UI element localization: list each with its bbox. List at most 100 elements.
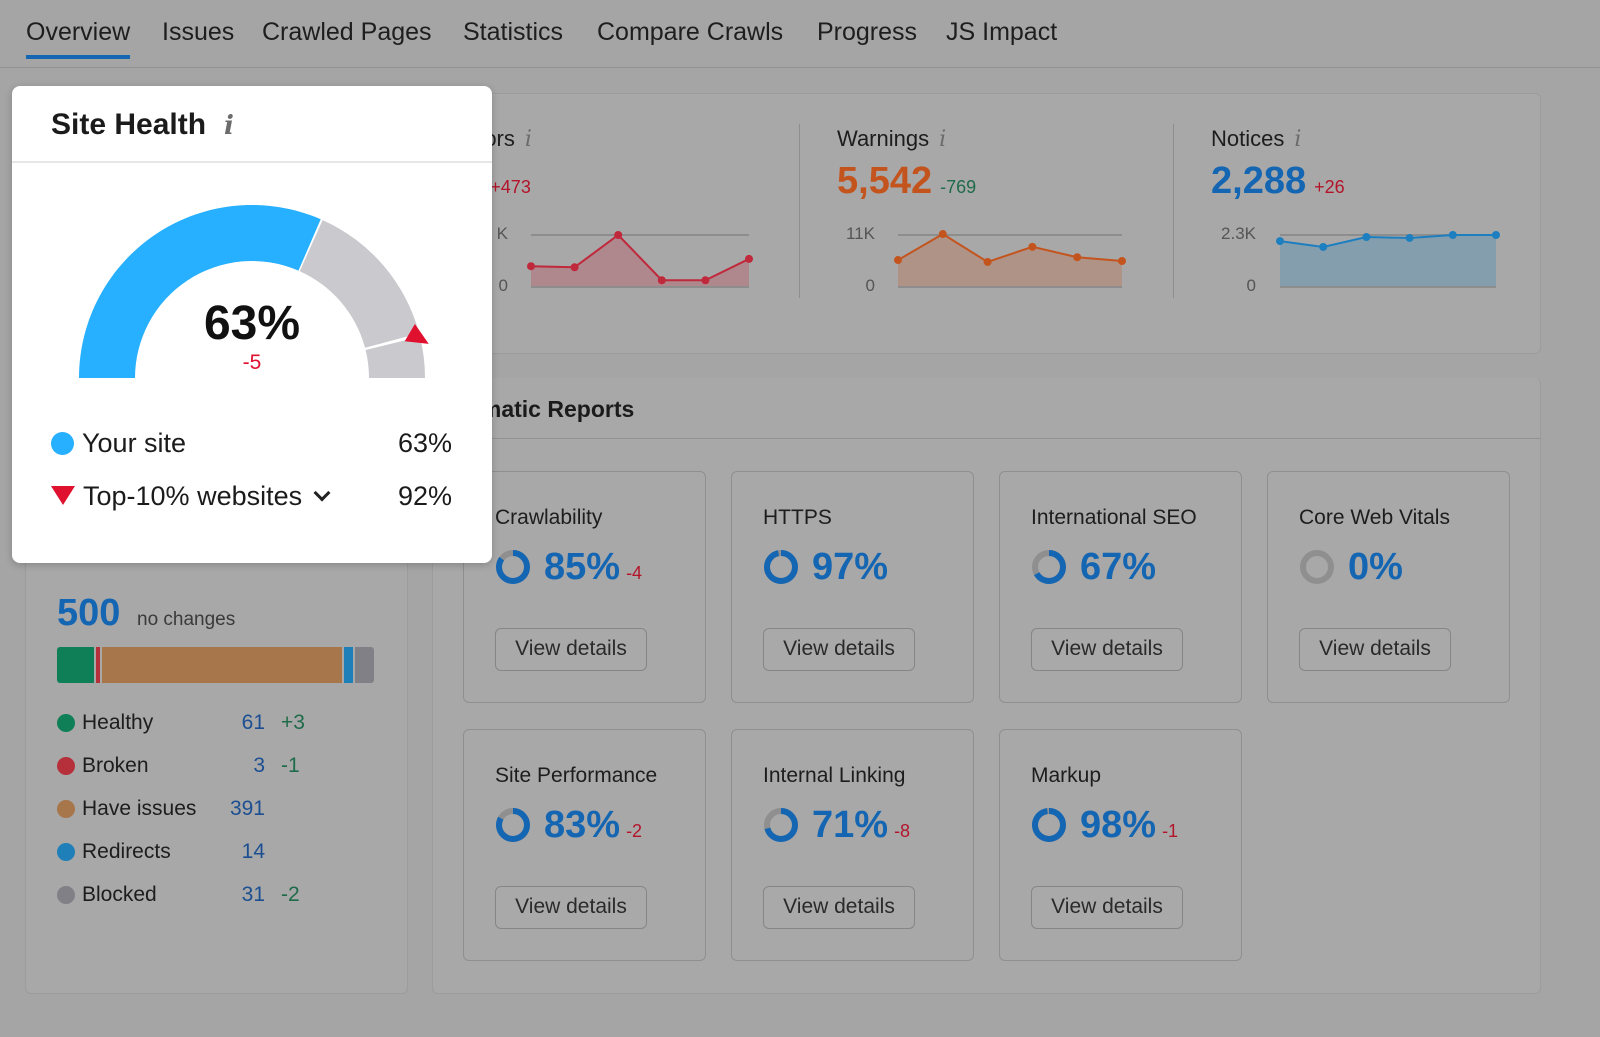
- report-score: 83% -2: [544, 804, 643, 846]
- legend-item[interactable]: Broken 3 -1: [57, 754, 300, 778]
- data-point: [1405, 233, 1414, 242]
- dot-icon: [57, 843, 75, 861]
- report-title[interactable]: HTTPS: [763, 506, 832, 529]
- gauge-rest-arc: [365, 336, 425, 378]
- report-title[interactable]: Internal Linking: [763, 764, 906, 787]
- warnings-sparkline: [894, 230, 1126, 288]
- tab-statistics[interactable]: Statistics: [463, 18, 564, 46]
- legend-item[interactable]: Have issues 391: [57, 797, 265, 821]
- report-score: 0%: [1348, 546, 1403, 588]
- top-websites-marker-icon: [404, 324, 429, 344]
- gauge-gap-arc: [299, 220, 420, 348]
- progress-ring-icon: [496, 550, 530, 584]
- report-score: 97%: [812, 546, 889, 588]
- dot-icon: [57, 757, 75, 775]
- report-card-https: HTTPS 97% View details: [731, 471, 974, 703]
- progress-ring-icon: [1032, 808, 1066, 842]
- chevron-down-icon: [313, 484, 331, 502]
- tab-issues[interactable]: Issues: [162, 18, 235, 46]
- tab-crawled-pages[interactable]: Crawled Pages: [262, 18, 432, 46]
- notices-value[interactable]: 2,288 +26: [1211, 160, 1345, 202]
- site-health-popup: Site Health i 63% -5 Your site 63% Top-10…: [12, 86, 492, 563]
- notices-axis-bottom: 0: [1246, 276, 1256, 295]
- data-point: [1028, 242, 1037, 251]
- report-card-markup: Markup 98% -1 View details: [999, 729, 1242, 961]
- tab-bar: Overview Issues Crawled Pages Statistics Com…: [0, 0, 1600, 68]
- report-title[interactable]: International SEO: [1031, 506, 1197, 529]
- report-card-international-seo: International SEO 67% View details: [999, 471, 1242, 703]
- report-score: 67%: [1080, 546, 1157, 588]
- report-title[interactable]: Core Web Vitals: [1299, 506, 1450, 529]
- data-point: [1073, 253, 1082, 262]
- data-point: [527, 262, 535, 271]
- legend-item[interactable]: Healthy 61 +3: [57, 711, 305, 735]
- progress-ring-icon: [764, 808, 798, 842]
- your-site-value: 63%: [397, 428, 452, 458]
- info-icon[interactable]: i: [1294, 127, 1302, 152]
- report-card-site-performance: Site Performance 83% -2 View details: [463, 729, 706, 961]
- notices-label[interactable]: Notices i: [1211, 126, 1302, 152]
- crawled-pages-card: [25, 530, 408, 994]
- data-point: [1492, 231, 1500, 239]
- divider: [12, 161, 492, 163]
- tab-overview[interactable]: Overview: [26, 18, 131, 59]
- report-title[interactable]: Markup: [1031, 764, 1102, 787]
- divider: [432, 438, 1541, 439]
- errors-sparkline: [527, 231, 753, 288]
- top-websites-value: 92%: [397, 481, 452, 511]
- progress-ring-icon: [1032, 550, 1066, 584]
- bar-segment-healthy[interactable]: [57, 647, 95, 683]
- errors-axis-bottom: 0: [498, 276, 508, 295]
- report-card-core-web-vitals: Core Web Vitals 0% View details: [1267, 471, 1510, 703]
- view-details-button[interactable]: View details: [763, 628, 915, 671]
- progress-ring-icon: [764, 550, 798, 584]
- dot-icon: [57, 714, 75, 732]
- tab-progress[interactable]: Progress: [817, 18, 918, 46]
- view-details-button[interactable]: View details: [1031, 886, 1183, 929]
- series-line: [530, 233, 750, 282]
- report-score: 98% -1: [1080, 804, 1179, 846]
- data-point: [657, 276, 666, 285]
- bar-segment-redirects[interactable]: [344, 647, 353, 683]
- info-icon[interactable]: i: [524, 127, 532, 152]
- data-point: [614, 231, 623, 239]
- progress-ring-icon: [496, 808, 530, 842]
- issues-summary-card: [432, 93, 1541, 354]
- area: [531, 235, 749, 287]
- report-card-crawlability: Crawlability 85% -4 View details: [463, 471, 706, 703]
- data-point: [1319, 242, 1328, 251]
- data-point: [1362, 233, 1371, 242]
- info-icon[interactable]: i: [939, 127, 947, 152]
- view-details-button[interactable]: View details: [1299, 628, 1451, 671]
- view-details-button[interactable]: View details: [495, 886, 647, 929]
- errors-axis-top: K: [496, 224, 508, 243]
- report-title[interactable]: Site Performance: [495, 764, 658, 787]
- data-point: [745, 254, 753, 263]
- info-icon[interactable]: i: [224, 111, 234, 141]
- view-details-button[interactable]: View details: [495, 628, 647, 671]
- legend-item[interactable]: Blocked 31 -2: [57, 883, 300, 907]
- warnings-axis-bottom: 0: [865, 276, 875, 295]
- divider: [1173, 124, 1174, 298]
- legend-item[interactable]: Redirects 14: [57, 840, 265, 864]
- crawled-total[interactable]: 500: [57, 592, 121, 634]
- view-details-button[interactable]: View details: [1031, 628, 1183, 671]
- tab-js-impact[interactable]: JS Impact: [946, 18, 1058, 46]
- site-health-title: Site Health i: [51, 108, 234, 141]
- bar-segment-have-issues[interactable]: [102, 647, 343, 683]
- bar-segment-blocked[interactable]: [354, 647, 374, 683]
- legend-your-site: Your site: [51, 428, 186, 459]
- bar-segment-broken[interactable]: [96, 647, 101, 683]
- warnings-value[interactable]: 5,542 -769: [837, 160, 977, 202]
- dot-icon: [57, 886, 75, 904]
- data-point: [1118, 257, 1126, 265]
- blue-dot-icon: [51, 432, 74, 455]
- warnings-label[interactable]: Warnings i: [837, 126, 947, 152]
- report-score: 71% -8: [812, 804, 911, 846]
- series-line: [1279, 234, 1496, 248]
- report-title[interactable]: Crawlability: [495, 506, 603, 529]
- view-details-button[interactable]: View details: [763, 886, 915, 929]
- top-websites-dropdown[interactable]: Top-10% websites: [51, 481, 331, 512]
- tab-compare-crawls[interactable]: Compare Crawls: [597, 18, 784, 46]
- site-health-gauge: [79, 205, 429, 378]
